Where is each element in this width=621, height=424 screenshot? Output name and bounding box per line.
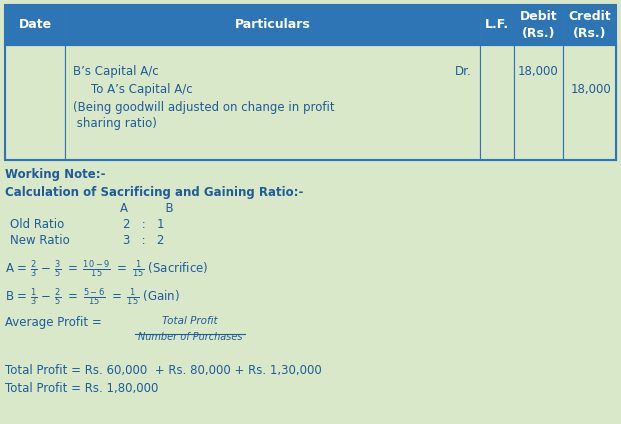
Text: A          B: A B <box>120 202 174 215</box>
Text: Average Profit =: Average Profit = <box>5 316 102 329</box>
Text: B = $\frac{1}{3}$ $-$ $\frac{2}{5}$ $=$ $\frac{5-6}{15}$ $=$ $\frac{1}{15}$ (Gai: B = $\frac{1}{3}$ $-$ $\frac{2}{5}$ $=$ … <box>5 286 180 308</box>
Text: B’s Capital A/c: B’s Capital A/c <box>73 65 158 78</box>
Text: Credit
(Rs.): Credit (Rs.) <box>568 11 611 39</box>
Text: (Being goodwill adjusted on change in profit: (Being goodwill adjusted on change in pr… <box>73 101 335 114</box>
Text: Working Note:-: Working Note:- <box>5 168 106 181</box>
Text: 2   :   1: 2 : 1 <box>123 218 165 231</box>
Text: Calculation of Sacrificing and Gaining Ratio:-: Calculation of Sacrificing and Gaining R… <box>5 186 304 199</box>
Text: New Ratio: New Ratio <box>10 234 70 247</box>
Text: L.F.: L.F. <box>485 19 509 31</box>
Text: 18,000: 18,000 <box>517 65 558 78</box>
Text: 18,000: 18,000 <box>570 83 611 96</box>
Text: Debit
(Rs.): Debit (Rs.) <box>520 11 557 39</box>
Text: Total Profit = Rs. 60,000  + Rs. 80,000 + Rs. 1,30,000: Total Profit = Rs. 60,000 + Rs. 80,000 +… <box>5 364 322 377</box>
Text: Particulars: Particulars <box>235 19 310 31</box>
Text: Number of Purchases: Number of Purchases <box>138 332 242 342</box>
Text: sharing ratio): sharing ratio) <box>73 117 157 130</box>
Text: Old Ratio: Old Ratio <box>10 218 64 231</box>
Text: To A’s Capital A/c: To A’s Capital A/c <box>91 83 193 96</box>
Text: 3   :   2: 3 : 2 <box>123 234 165 247</box>
Text: Dr.: Dr. <box>455 65 472 78</box>
Text: Total Profit = Rs. 1,80,000: Total Profit = Rs. 1,80,000 <box>5 382 158 395</box>
Text: Date: Date <box>19 19 52 31</box>
Text: A = $\frac{2}{3}$ $-$ $\frac{3}{5}$ $=$ $\frac{10-9}{15}$ $=$ $\frac{1}{15}$ (Sa: A = $\frac{2}{3}$ $-$ $\frac{3}{5}$ $=$ … <box>5 258 208 280</box>
Text: Total Profit: Total Profit <box>162 316 218 326</box>
